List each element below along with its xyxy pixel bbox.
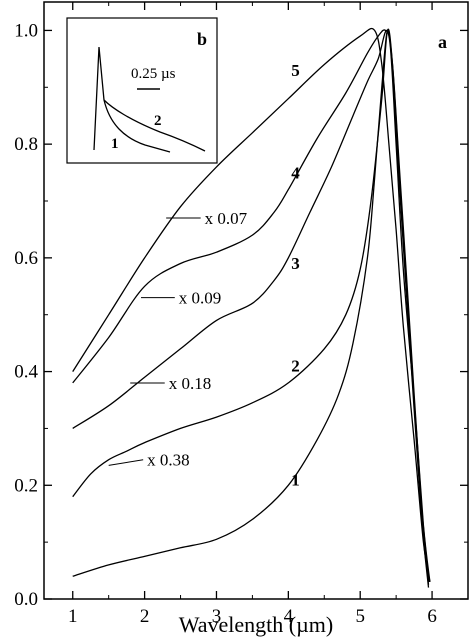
- annotation-leader: [108, 459, 144, 466]
- series-line-5: [72, 27, 431, 583]
- curve-label: 5: [291, 61, 300, 80]
- curve-label: 1: [291, 470, 300, 489]
- x-axis-title: Wavelength (µm): [179, 612, 333, 637]
- axis-ticks: [44, 2, 469, 600]
- annotation-text: x 0.09: [179, 289, 222, 308]
- x-tick-label: 6: [427, 606, 437, 627]
- annotation-text: x 0.18: [169, 374, 212, 393]
- annotation-text: x 0.07: [205, 209, 248, 228]
- inset-frame: [66, 17, 218, 164]
- x-tick-label: 4: [284, 606, 294, 627]
- series-line-1: [72, 29, 430, 588]
- y-tick-label: 0.4: [14, 362, 38, 383]
- inset-label-1: 1: [111, 136, 119, 152]
- curve-label: 2: [291, 357, 300, 376]
- x-tick-label: 2: [140, 606, 150, 627]
- x-tick-labels: 1 2 3 4 5 6: [68, 606, 437, 627]
- inset-panel-label: b: [197, 29, 207, 49]
- y-tick-label: 1.0: [14, 20, 38, 41]
- y-tick-label: 0.0: [14, 589, 38, 610]
- inset-pulse-2: [103, 99, 206, 152]
- series-line-4: [72, 29, 431, 582]
- data-series: [72, 27, 431, 588]
- y-tick-label: 0.6: [14, 248, 38, 269]
- inset-scale-bar-label: 0.25 µs: [131, 66, 176, 82]
- y-tick-label: 0.2: [14, 475, 38, 496]
- y-tick-label: 0.8: [14, 134, 38, 155]
- inset-label-2: 2: [154, 113, 162, 129]
- scale-factor-annotations: x 0.38 x 0.18 x 0.09 x 0.07: [108, 209, 248, 470]
- plot-frame: [43, 1, 469, 600]
- curve-label: 3: [291, 254, 300, 273]
- series-line-3: [72, 29, 430, 582]
- curve-labels: 1 2 3 4 5: [291, 61, 300, 489]
- x-tick-label: 1: [68, 606, 78, 627]
- y-tick-labels: 0.0 0.2 0.4 0.6 0.8 1.0: [14, 20, 38, 610]
- x-tick-label: 5: [355, 606, 365, 627]
- x-tick-label: 3: [212, 606, 222, 627]
- panel-label-a: a: [438, 32, 447, 52]
- annotation-text: x 0.38: [147, 451, 190, 470]
- inset-panel-b: b 0.25 µs 1 2: [66, 17, 218, 164]
- curve-label: 4: [291, 163, 300, 182]
